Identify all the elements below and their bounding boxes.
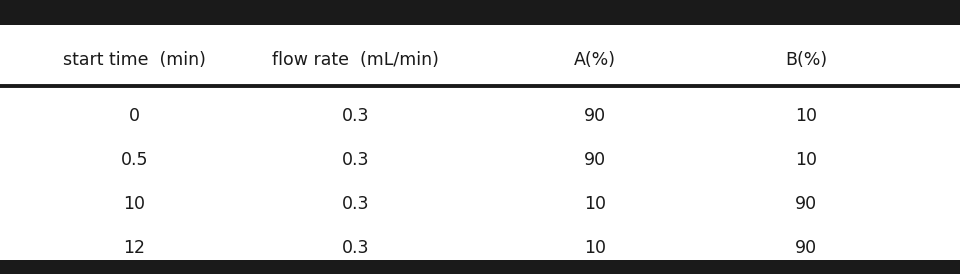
Text: start time  (min): start time (min) — [63, 51, 205, 69]
Text: 90: 90 — [584, 107, 607, 125]
Text: 90: 90 — [584, 151, 607, 169]
Text: flow rate  (mL/min): flow rate (mL/min) — [272, 51, 439, 69]
Text: 0.3: 0.3 — [342, 239, 369, 257]
Text: 0.3: 0.3 — [342, 195, 369, 213]
Text: 90: 90 — [795, 239, 818, 257]
Text: 10: 10 — [585, 195, 606, 213]
Text: 10: 10 — [124, 195, 145, 213]
Text: 10: 10 — [796, 151, 817, 169]
Bar — [0, 0, 960, 25]
Text: 0.3: 0.3 — [342, 151, 369, 169]
Text: 0.3: 0.3 — [342, 107, 369, 125]
Bar — [0, 260, 960, 274]
Text: 0.5: 0.5 — [121, 151, 148, 169]
Text: 90: 90 — [795, 195, 818, 213]
Text: 0: 0 — [129, 107, 140, 125]
Text: 12: 12 — [124, 239, 145, 257]
Text: 10: 10 — [796, 107, 817, 125]
Text: B(%): B(%) — [785, 51, 828, 69]
Text: 10: 10 — [585, 239, 606, 257]
Text: A(%): A(%) — [574, 51, 616, 69]
